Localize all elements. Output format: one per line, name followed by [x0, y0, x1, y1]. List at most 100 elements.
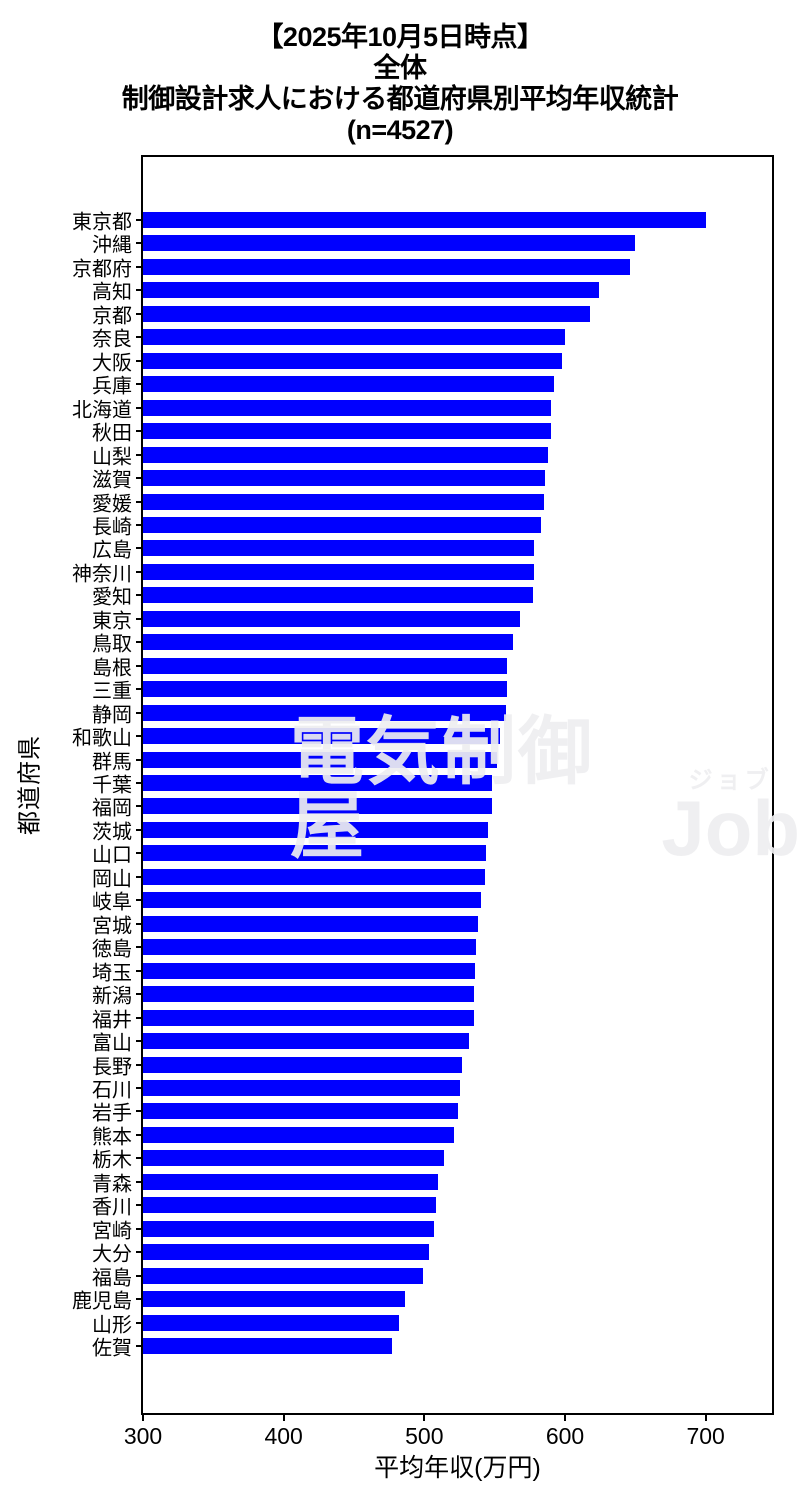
y-tick-label-佐賀: 佐賀 [92, 1337, 132, 1360]
y-tick-label-福井: 福井 [92, 1009, 132, 1032]
bar-岩手 [143, 1103, 459, 1120]
y-tick-label-山口: 山口 [92, 844, 132, 867]
y-tick-label-長野: 長野 [92, 1056, 132, 1078]
bar-鹿児島 [143, 1291, 405, 1308]
y-tick-mark [136, 289, 143, 292]
x-tick-mark [423, 1413, 426, 1421]
bar-滋賀 [143, 470, 546, 487]
y-tick-label-高知: 高知 [92, 281, 132, 304]
y-tick-mark [136, 1204, 143, 1207]
y-tick-label-東京: 東京 [92, 610, 132, 633]
y-tick-label-熊本: 熊本 [92, 1126, 132, 1149]
y-tick-label-広島: 広島 [92, 539, 132, 562]
bar-新潟 [143, 986, 474, 1003]
y-tick-mark [136, 969, 143, 972]
y-tick-label-京都府: 京都府 [72, 258, 132, 281]
y-tick-label-岩手: 岩手 [92, 1102, 132, 1125]
bar-三重 [143, 681, 508, 698]
y-tick-mark [136, 664, 143, 667]
bar-山口 [143, 845, 487, 862]
bar-岡山 [143, 868, 485, 885]
x-tick-label-500: 500 [405, 1423, 444, 1449]
y-tick-label-群馬: 群馬 [92, 751, 132, 774]
x-axis-label: 平均年収(万円) [374, 1454, 541, 1482]
y-tick-mark [136, 359, 143, 362]
plot-area: 東京都 沖縄 京都府 高知 京都 奈良 大阪 兵庫 北海道 秋田 山梨 滋賀 愛媛 長崎 広島 神奈川 愛知 東京… [72, 155, 774, 1449]
bar-富山 [143, 1033, 470, 1050]
y-tick-mark [136, 758, 143, 761]
y-tick-label-和歌山: 和歌山 [72, 727, 132, 750]
chart-title: 【2025年10月5日時点】 全体 制御設計求人における都道府県別平均年収統計 … [0, 22, 800, 146]
x-tick-label-700: 700 [686, 1423, 725, 1449]
y-tick-mark [136, 594, 143, 597]
y-tick-label-京都: 京都 [92, 305, 132, 328]
bar-静岡 [143, 704, 506, 721]
y-tick-label-新潟: 新潟 [92, 985, 132, 1008]
bar-宮城 [143, 915, 478, 932]
bar-高知 [143, 282, 599, 299]
y-tick-mark [136, 1133, 143, 1136]
chart-title-scope-line: 全体 [373, 53, 428, 83]
y-tick-mark [136, 946, 143, 949]
bar-奈良 [143, 329, 565, 346]
y-tick-mark [136, 453, 143, 456]
y-tick-mark [136, 782, 143, 784]
x-tick-label-600: 600 [545, 1423, 585, 1449]
bar-大分 [143, 1244, 429, 1261]
bar-神奈川 [143, 563, 535, 580]
y-tick-label-宮城: 宮城 [92, 915, 132, 938]
y-tick-label-秋田: 秋田 [92, 422, 132, 445]
y-tick-label-岐阜: 岐阜 [92, 891, 132, 914]
y-tick-mark [136, 711, 143, 714]
y-tick-mark [136, 219, 143, 221]
y-tick-mark [136, 547, 143, 550]
y-tick-mark [136, 805, 143, 808]
y-tick-mark [136, 899, 143, 902]
y-tick-label-香川: 香川 [92, 1196, 132, 1219]
y-tick-label-富山: 富山 [92, 1032, 132, 1055]
y-tick-mark [136, 1274, 143, 1277]
y-tick-label-大分: 大分 [92, 1243, 132, 1266]
y-tick-label-鳥取: 鳥取 [92, 633, 132, 656]
bar-佐賀 [143, 1338, 392, 1354]
y-tick-label-埼玉: 埼玉 [92, 962, 132, 985]
bar-長野 [143, 1056, 463, 1073]
y-tick-label-奈良: 奈良 [92, 328, 132, 351]
bar-長崎 [143, 516, 542, 533]
bar-岐阜 [143, 892, 481, 909]
y-tick-label-山梨: 山梨 [92, 446, 132, 469]
bar-石川 [143, 1079, 460, 1096]
y-tick-label-静岡: 静岡 [92, 704, 132, 727]
x-tick-label-400: 400 [264, 1423, 303, 1449]
y-tick-label-山形: 山形 [92, 1314, 132, 1337]
y-tick-label-宮崎: 宮崎 [92, 1220, 132, 1243]
y-tick-label-青森: 青森 [92, 1173, 132, 1196]
y-tick-mark [136, 477, 143, 480]
y-tick-mark [136, 1298, 143, 1301]
y-tick-mark [136, 1157, 143, 1160]
bar-京都 [143, 305, 591, 322]
y-tick-label-福岡: 福岡 [92, 797, 132, 820]
bar-京都府 [143, 258, 630, 275]
bar-青森 [143, 1173, 439, 1190]
bar-群馬 [143, 751, 498, 768]
y-tick-label-兵庫: 兵庫 [92, 375, 132, 398]
bar-島根 [143, 657, 508, 674]
y-tick-label-徳島: 徳島 [92, 938, 132, 961]
bar-福島 [143, 1267, 423, 1284]
bar-兵庫 [143, 376, 554, 393]
y-tick-mark [136, 922, 143, 925]
bar-鳥取 [143, 634, 513, 651]
y-tick-label-石川: 石川 [92, 1079, 132, 1102]
y-tick-mark [136, 993, 143, 996]
y-tick-label-鹿児島: 鹿児島 [72, 1290, 132, 1313]
y-tick-mark [136, 406, 143, 409]
x-tick-mark [142, 1413, 144, 1421]
bar-広島 [143, 540, 535, 557]
y-tick-mark [136, 735, 143, 738]
chart-title-sample-size: (n=4527) [346, 115, 454, 145]
bar-栃木 [143, 1150, 445, 1167]
y-tick-mark [136, 1251, 143, 1254]
y-tick-label-滋賀: 滋賀 [92, 469, 132, 492]
